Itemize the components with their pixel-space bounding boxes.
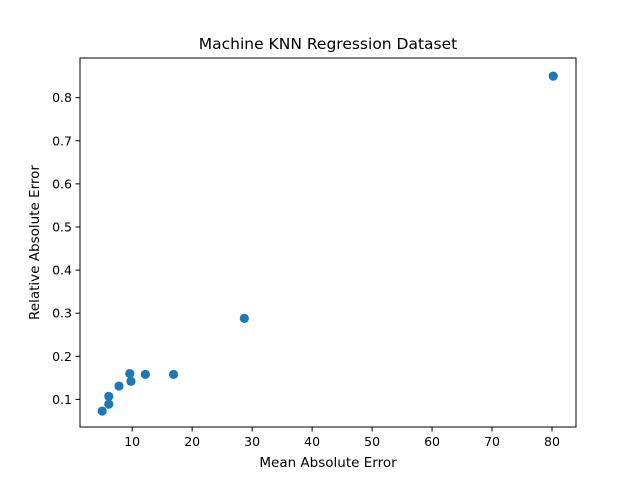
chart-title: Machine KNN Regression Dataset: [199, 35, 458, 53]
x-axis: 10 20 30 40 50 60 70 80: [124, 427, 560, 449]
data-point-2: [104, 399, 114, 409]
x-tick-label: 50: [364, 434, 380, 449]
x-tick-label: 70: [484, 434, 500, 449]
data-point-5: [125, 368, 135, 379]
y-tick-label: 0.1: [52, 392, 72, 407]
data-point-4: [114, 381, 124, 391]
x-tick-label: 40: [304, 434, 320, 449]
plot-area: [97, 71, 558, 416]
x-tick-label: 80: [544, 434, 560, 449]
data-point-9: [239, 313, 249, 323]
data-point-3: [104, 391, 114, 401]
x-tick-label: 60: [424, 434, 440, 449]
x-tick-label: 20: [184, 434, 200, 449]
x-tick-label: 30: [244, 434, 260, 449]
y-axis: 0.1 0.2 0.3 0.4 0.5 0.6 0.7 0.8: [52, 90, 80, 407]
x-tick-label: 10: [124, 434, 140, 449]
y-tick-label: 0.4: [52, 263, 72, 278]
data-point-7: [140, 369, 150, 380]
y-tick-label: 0.3: [52, 306, 72, 321]
y-tick-label: 0.6: [52, 176, 72, 191]
y-tick-label: 0.8: [52, 90, 72, 105]
data-point-1: [97, 406, 107, 416]
y-tick-label: 0.2: [52, 349, 72, 364]
y-tick-label: 0.5: [52, 219, 72, 234]
y-tick-label: 0.7: [52, 133, 72, 148]
x-axis-title: Mean Absolute Error: [259, 455, 397, 471]
data-point-10: [548, 71, 558, 81]
data-point-8: [168, 369, 179, 380]
data-point-6: [126, 376, 136, 386]
axes-frame: [79, 57, 577, 428]
y-axis-title: Relative Absolute Error: [27, 165, 43, 320]
